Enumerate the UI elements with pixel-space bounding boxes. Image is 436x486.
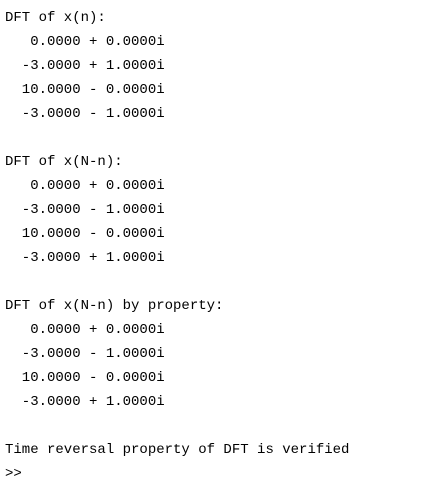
- block-3-row-2: -3.0000 - 1.0000i: [5, 346, 165, 362]
- block-1-row-1: 0.0000 + 0.0000i: [5, 34, 165, 50]
- block-1-row-2: -3.0000 + 1.0000i: [5, 58, 165, 74]
- block-1-row-4: -3.0000 - 1.0000i: [5, 106, 165, 122]
- block-2-row-2: -3.0000 - 1.0000i: [5, 202, 165, 218]
- block-1-header: DFT of x(n):: [5, 10, 106, 26]
- command-prompt[interactable]: >>: [5, 466, 22, 482]
- block-2-header: DFT of x(N-n):: [5, 154, 123, 170]
- block-2-row-1: 0.0000 + 0.0000i: [5, 178, 165, 194]
- block-2-row-3: 10.0000 - 0.0000i: [5, 226, 165, 242]
- verification-message: Time reversal property of DFT is verifie…: [5, 442, 350, 458]
- block-3-header: DFT of x(N-n) by property:: [5, 298, 224, 314]
- blank-line: [5, 126, 436, 150]
- blank-line: [5, 270, 436, 294]
- blank-line: [5, 414, 436, 438]
- block-3-row-4: -3.0000 + 1.0000i: [5, 394, 165, 410]
- block-1-row-3: 10.0000 - 0.0000i: [5, 82, 165, 98]
- block-3-row-3: 10.0000 - 0.0000i: [5, 370, 165, 386]
- block-3-row-1: 0.0000 + 0.0000i: [5, 322, 165, 338]
- block-2-row-4: -3.0000 + 1.0000i: [5, 250, 165, 266]
